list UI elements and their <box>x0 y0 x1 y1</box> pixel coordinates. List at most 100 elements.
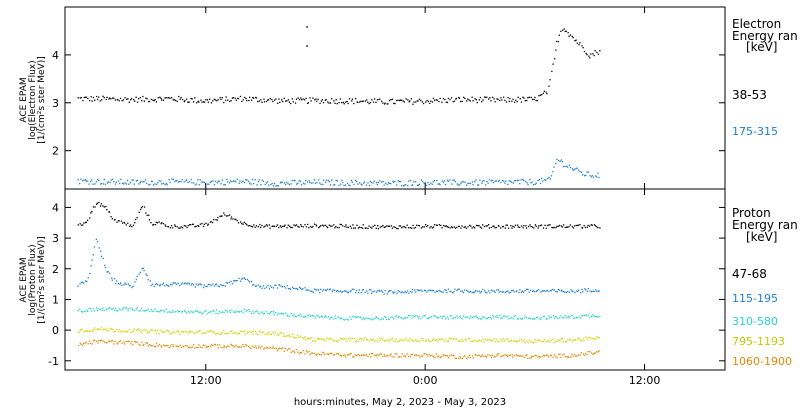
proton-point <box>396 292 398 294</box>
proton-point <box>586 315 588 317</box>
electron-point <box>120 178 122 180</box>
electron-point <box>250 99 253 101</box>
proton-point <box>346 291 348 293</box>
proton-point <box>577 290 579 293</box>
proton-point <box>163 310 165 312</box>
proton-point <box>494 227 496 229</box>
proton-point <box>350 352 352 355</box>
proton-point <box>110 340 113 342</box>
proton-point <box>308 314 310 316</box>
proton-point <box>313 352 316 355</box>
proton-ytick-label: -1 <box>48 355 59 368</box>
electron-point <box>386 183 388 186</box>
proton-point <box>254 226 256 228</box>
proton-point <box>405 292 407 294</box>
proton-point <box>404 317 406 319</box>
proton-point <box>374 317 376 319</box>
proton-point <box>132 344 134 346</box>
proton-point <box>521 290 523 292</box>
proton-point <box>149 343 151 346</box>
proton-point <box>242 223 244 225</box>
proton-point <box>199 330 201 332</box>
proton-point <box>223 212 225 214</box>
x-axis-title: hours:minutes, May 2, 2023 - May 3, 2023 <box>294 397 506 408</box>
proton-point <box>268 288 271 290</box>
proton-point <box>167 226 170 228</box>
proton-point <box>330 316 332 318</box>
proton-point <box>519 226 521 228</box>
electron-point <box>144 179 147 181</box>
electron-point <box>509 97 511 100</box>
proton-point <box>407 339 409 341</box>
proton-point <box>165 308 167 310</box>
proton-point <box>580 340 583 342</box>
electron-point <box>328 102 330 104</box>
proton-point <box>258 312 260 315</box>
proton-point <box>443 315 445 318</box>
electron-point <box>180 181 182 183</box>
proton-point <box>368 340 370 342</box>
proton-point <box>519 289 521 291</box>
electron-point <box>231 181 233 183</box>
proton-point <box>309 354 311 356</box>
proton-point <box>346 226 348 228</box>
electron-point <box>91 100 93 102</box>
proton-point <box>384 339 386 342</box>
proton-point <box>187 282 189 284</box>
electron-point <box>252 183 255 185</box>
electron-legend-175-315: 175-315 <box>732 125 778 138</box>
proton-point <box>246 344 248 347</box>
electron-point <box>172 178 175 180</box>
electron-point <box>283 97 285 99</box>
proton-point <box>93 327 96 329</box>
electron-point <box>318 179 320 181</box>
electron-point <box>471 181 474 183</box>
proton-point <box>538 317 540 320</box>
electron-point <box>407 99 409 101</box>
proton-point <box>489 316 491 319</box>
electron-point <box>399 180 401 183</box>
proton-point <box>536 316 539 318</box>
proton-point <box>112 340 114 342</box>
proton-point <box>589 351 591 353</box>
electron-point <box>151 180 154 183</box>
electron-point <box>295 98 298 100</box>
electron-point <box>344 184 347 186</box>
proton-point <box>154 308 156 310</box>
proton-point <box>289 348 291 350</box>
electron-point <box>282 100 284 103</box>
proton-point <box>202 332 204 334</box>
proton-point <box>289 225 291 227</box>
proton-point <box>406 290 409 292</box>
proton-point <box>332 340 334 342</box>
proton-point <box>425 339 427 341</box>
proton-point <box>582 338 584 340</box>
proton-point <box>239 346 241 348</box>
proton-point <box>479 292 481 294</box>
proton-point <box>423 226 425 228</box>
electron-point <box>355 179 357 182</box>
proton-point <box>240 278 243 280</box>
proton-point <box>406 353 408 355</box>
proton-point <box>441 317 443 319</box>
proton-point <box>257 311 259 313</box>
proton-point <box>92 254 94 256</box>
proton-point <box>445 225 447 227</box>
electron-point <box>532 184 535 186</box>
electron-point <box>149 183 151 186</box>
proton-point <box>222 284 225 287</box>
electron-point <box>497 98 499 100</box>
proton-point <box>329 289 331 291</box>
proton-point <box>421 316 424 318</box>
proton-point <box>580 292 582 294</box>
proton-point <box>486 339 488 341</box>
proton-point <box>98 307 100 310</box>
proton-point <box>560 225 563 227</box>
proton-point <box>560 356 562 359</box>
electron-point <box>241 100 243 103</box>
proton-point <box>360 227 362 229</box>
electron-point <box>213 98 215 100</box>
proton-point <box>326 225 328 228</box>
proton-point <box>523 339 525 341</box>
electron-point <box>514 180 516 182</box>
